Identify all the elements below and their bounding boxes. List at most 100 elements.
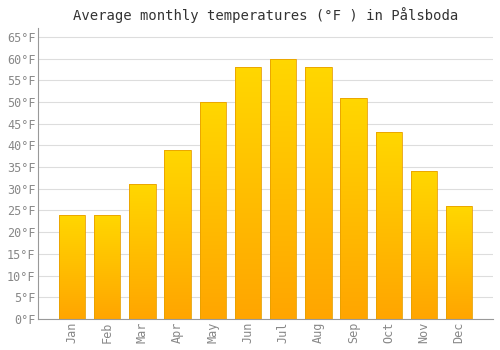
Bar	[270, 111, 296, 116]
Bar	[200, 137, 226, 141]
Bar	[130, 314, 156, 316]
Bar	[59, 294, 86, 296]
Bar	[411, 310, 437, 313]
Bar	[305, 233, 332, 238]
Bar	[59, 265, 86, 267]
Bar	[411, 233, 437, 236]
Bar	[340, 111, 367, 116]
Bar	[200, 176, 226, 180]
Bar	[235, 148, 261, 153]
Bar	[340, 292, 367, 297]
Bar	[270, 132, 296, 137]
Bar	[59, 254, 86, 257]
Bar	[164, 150, 191, 319]
Bar	[94, 292, 120, 294]
Bar	[59, 252, 86, 254]
Bar	[411, 295, 437, 298]
Bar	[340, 244, 367, 248]
Bar	[270, 95, 296, 100]
Bar	[376, 296, 402, 300]
Bar	[130, 184, 156, 319]
Bar	[164, 282, 191, 285]
Bar	[376, 181, 402, 184]
Bar	[270, 288, 296, 293]
Bar	[235, 173, 261, 178]
Bar	[411, 172, 437, 319]
Bar	[94, 254, 120, 257]
Bar	[270, 85, 296, 90]
Bar	[130, 209, 156, 211]
Bar	[130, 303, 156, 306]
Bar	[130, 225, 156, 228]
Bar	[270, 251, 296, 257]
Bar	[305, 274, 332, 279]
Bar	[59, 217, 86, 219]
Bar	[59, 246, 86, 248]
Bar	[235, 218, 261, 223]
Bar	[59, 219, 86, 221]
Bar	[270, 199, 296, 204]
Bar	[200, 159, 226, 163]
Bar	[446, 224, 472, 226]
Bar	[235, 103, 261, 107]
Bar	[270, 168, 296, 173]
Bar	[411, 281, 437, 284]
Bar	[200, 280, 226, 284]
Bar	[94, 231, 120, 233]
Bar	[270, 116, 296, 121]
Bar	[305, 77, 332, 82]
Bar	[130, 246, 156, 249]
Bar	[94, 215, 120, 217]
Bar	[94, 281, 120, 284]
Bar	[340, 301, 367, 306]
Bar	[200, 215, 226, 219]
Bar	[270, 257, 296, 262]
Bar	[376, 215, 402, 218]
Bar	[270, 215, 296, 220]
Bar	[235, 138, 261, 143]
Bar	[200, 163, 226, 167]
Bar	[94, 298, 120, 300]
Bar	[235, 294, 261, 299]
Bar	[200, 315, 226, 319]
Bar	[270, 277, 296, 282]
Bar	[376, 177, 402, 181]
Bar	[446, 253, 472, 256]
Bar	[235, 238, 261, 243]
Bar	[270, 241, 296, 246]
Bar	[94, 261, 120, 263]
Bar	[376, 293, 402, 296]
Bar	[164, 302, 191, 305]
Bar	[376, 199, 402, 203]
Bar	[130, 203, 156, 206]
Bar	[59, 317, 86, 319]
Bar	[130, 298, 156, 300]
Bar	[305, 188, 332, 193]
Bar	[340, 128, 367, 133]
Bar	[340, 306, 367, 310]
Bar	[59, 302, 86, 304]
Bar	[164, 241, 191, 244]
Bar	[446, 296, 472, 299]
Bar	[164, 221, 191, 224]
Bar	[411, 177, 437, 180]
Bar	[411, 316, 437, 319]
Bar	[446, 249, 472, 251]
Bar	[305, 143, 332, 148]
Bar	[200, 258, 226, 262]
Bar	[164, 254, 191, 258]
Bar	[446, 285, 472, 287]
Bar	[305, 163, 332, 168]
Bar	[446, 220, 472, 222]
Bar	[376, 196, 402, 199]
Bar	[270, 147, 296, 152]
Bar	[270, 267, 296, 272]
Bar	[305, 284, 332, 289]
Bar	[411, 284, 437, 286]
Bar	[235, 233, 261, 238]
Bar	[411, 239, 437, 242]
Bar	[200, 241, 226, 245]
Bar	[411, 180, 437, 183]
Bar	[235, 304, 261, 309]
Bar	[130, 201, 156, 203]
